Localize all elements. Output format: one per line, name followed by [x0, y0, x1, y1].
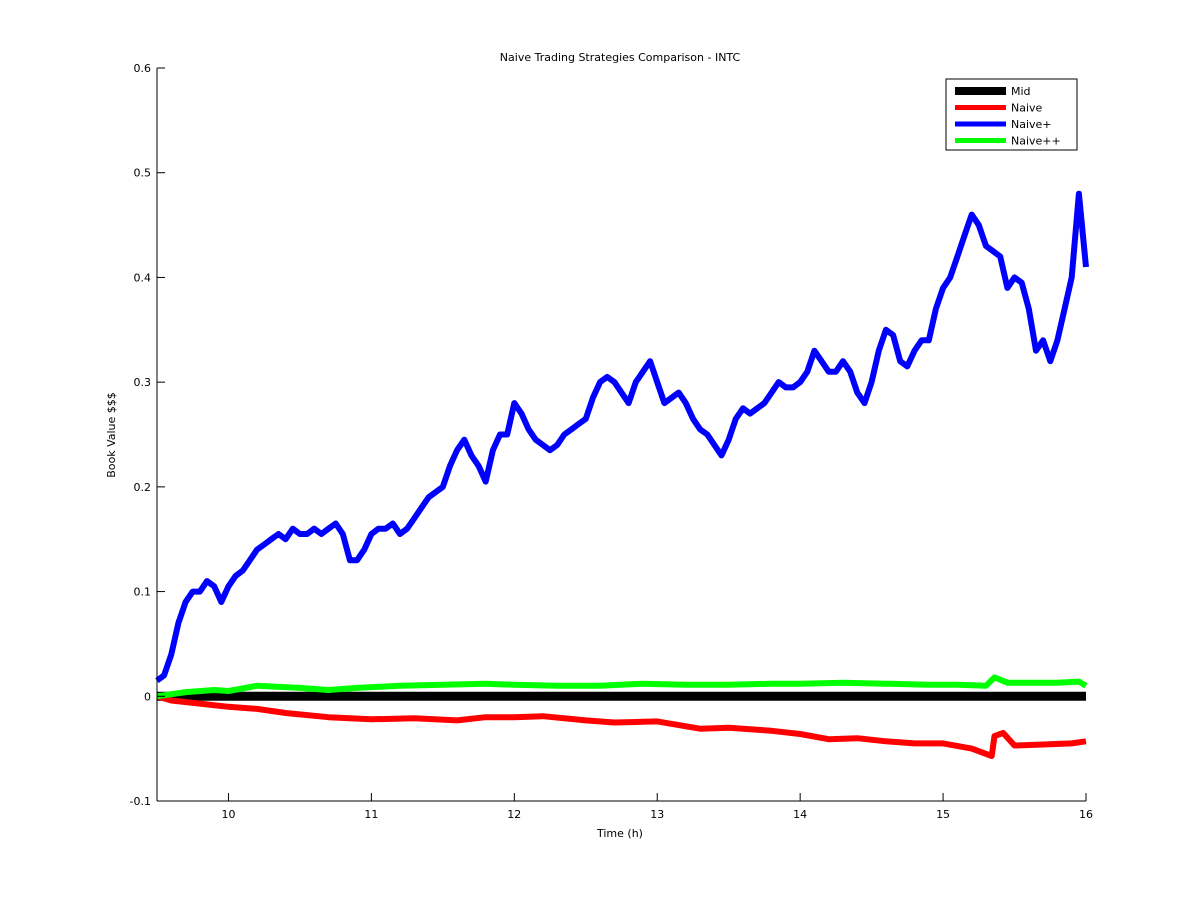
y-tick-label: 0	[144, 690, 151, 703]
chart-title: Naive Trading Strategies Comparison - IN…	[500, 51, 741, 64]
legend: Mid Naive Naive+ Naive++	[945, 78, 1078, 151]
series-line-naiveplus	[155, 190, 1089, 684]
y-tick-label: 0.2	[134, 481, 152, 494]
x-tick-label: 16	[1079, 808, 1093, 821]
y-tick-label: 0.3	[134, 376, 152, 389]
x-tick-label: 14	[793, 808, 807, 821]
x-tick-label: 13	[650, 808, 664, 821]
y-tick-label: -0.1	[130, 795, 151, 808]
y-tick-label: 0.1	[134, 586, 152, 599]
y-axis-title: Book Value $$$	[105, 392, 118, 478]
x-tick-label: 12	[507, 808, 521, 821]
y-tick-label: 0.6	[134, 62, 152, 75]
plot-lines	[155, 190, 1089, 759]
legend-label: Naive+	[1011, 118, 1052, 131]
x-tick-label: 15	[936, 808, 950, 821]
y-tick-label: 0.5	[134, 167, 152, 180]
legend-label: Naive++	[1011, 135, 1061, 148]
x-tick-label: 11	[364, 808, 378, 821]
ticks: 10 11 12 13 14 15 16 -0.1 0 0.1 0.2 0.3 0.4 0.5 0.6	[130, 62, 1093, 821]
legend-label: Mid	[1011, 85, 1031, 98]
axes	[156, 68, 1086, 802]
legend-label: Naive	[1011, 102, 1043, 115]
series-line-naiveplusplus	[156, 674, 1088, 700]
y-tick-label: 0.4	[134, 271, 152, 284]
x-tick-label: 10	[221, 808, 235, 821]
x-axis-title: Time (h)	[596, 827, 643, 840]
series-line-naive	[156, 693, 1087, 759]
